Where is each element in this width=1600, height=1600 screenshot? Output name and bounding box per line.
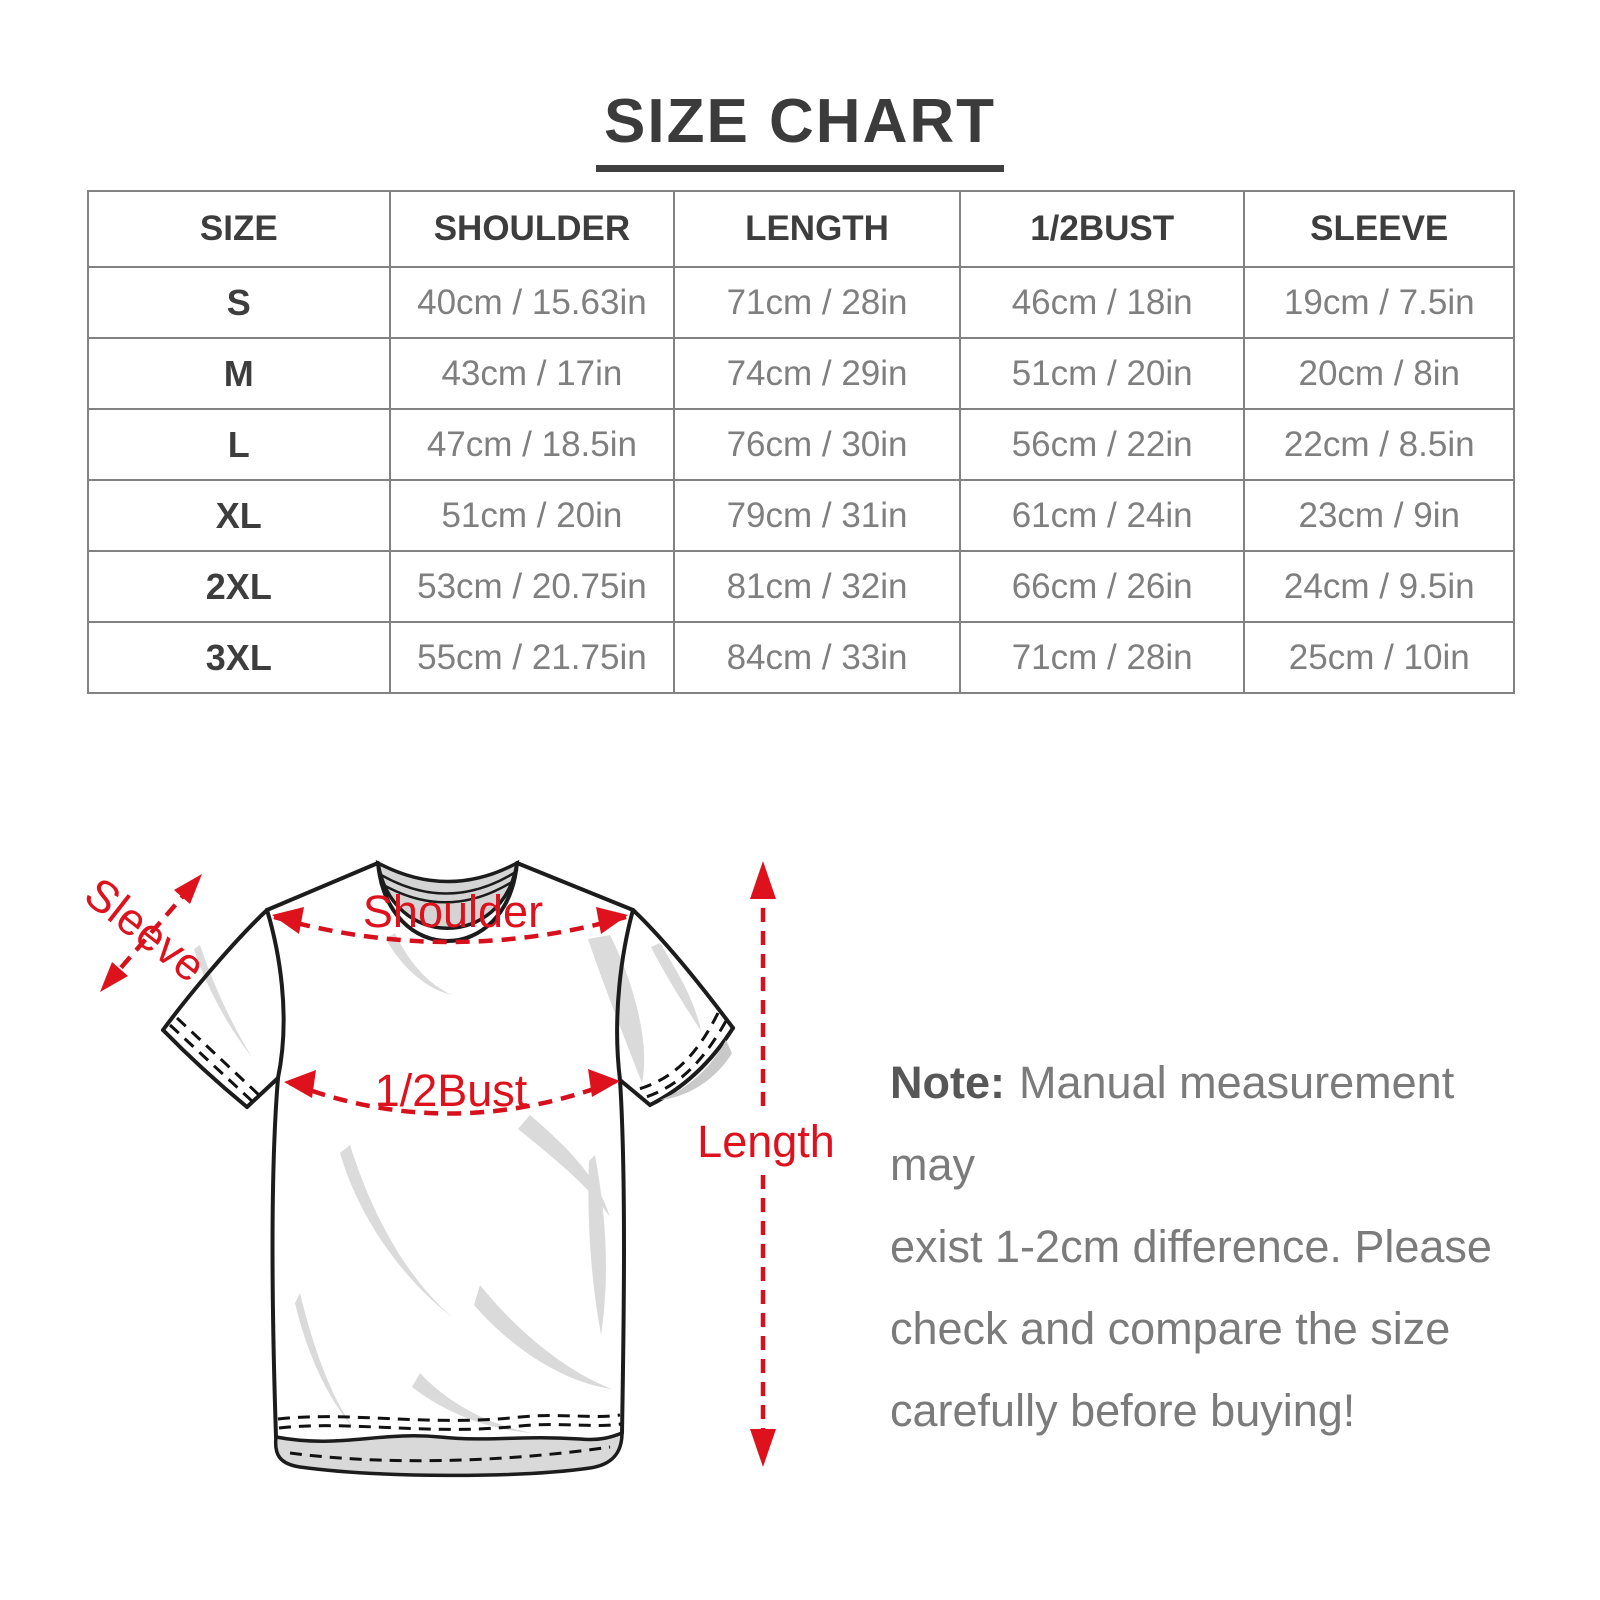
tshirt-silhouette — [163, 863, 733, 1476]
size-cell: 2XL — [87, 550, 391, 623]
measurement-cell: 25cm / 10in — [1243, 621, 1515, 694]
tshirt-measurement-diagram: Shoulder 1/2Bust Length Sleeve — [75, 859, 835, 1478]
measurement-cell: 20cm / 8in — [1243, 337, 1515, 410]
measurement-cell: 66cm / 26in — [958, 550, 1246, 623]
measurement-cell: 19cm / 7.5in — [1243, 266, 1515, 339]
collar-ribbing-line — [379, 878, 516, 904]
tshirt-drawing — [161, 859, 735, 1478]
measurement-cell: 24cm / 9.5in — [1243, 550, 1515, 623]
arrow-down-left-icon — [100, 962, 128, 992]
measurement-cell: 40cm / 15.63in — [388, 266, 676, 339]
measurement-dashed-lines — [104, 879, 766, 1431]
measurement-cell: 74cm / 29in — [673, 337, 961, 410]
arrow-right-icon — [588, 1069, 620, 1097]
cuff-inner-shadow — [660, 1040, 732, 1100]
measurement-cell: 53cm / 20.75in — [388, 550, 676, 623]
front-neckline — [376, 862, 519, 943]
size-cell: XL — [87, 479, 391, 552]
stitching-lines — [168, 1012, 728, 1463]
arrow-right-icon — [596, 907, 628, 934]
note-line-text: Manual measurement may — [890, 1057, 1455, 1190]
table-row: 2XL 53cm / 20.75in 81cm / 32in 66cm / 26… — [87, 550, 1515, 623]
measurement-cell: 71cm / 28in — [673, 266, 961, 339]
note-line: exist 1-2cm difference. Please — [890, 1221, 1492, 1272]
page-header: SIZE CHART — [0, 86, 1600, 172]
arrow-left-icon — [272, 907, 304, 934]
table-row: 3XL 55cm / 21.75in 84cm / 33in 71cm / 28… — [87, 621, 1515, 694]
measurement-cell: 55cm / 21.75in — [388, 621, 676, 694]
column-header-size: SIZE — [87, 190, 391, 268]
size-cell: S — [87, 266, 391, 339]
measurement-cell: 61cm / 24in — [958, 479, 1246, 552]
table-row: L 47cm / 18.5in 76cm / 30in 56cm / 22in … — [87, 408, 1515, 481]
size-table: SIZE SHOULDER LENGTH 1/2BUST SLEEVE S 40… — [87, 190, 1515, 694]
column-header-sleeve: SLEEVE — [1243, 190, 1515, 268]
table-row: M 43cm / 17in 74cm / 29in 51cm / 20in 20… — [87, 337, 1515, 410]
measurement-cell: 56cm / 22in — [958, 408, 1246, 481]
measurement-cell: 51cm / 20in — [958, 337, 1246, 410]
note-label: Note: — [890, 1057, 1005, 1108]
measurement-cell: 51cm / 20in — [388, 479, 676, 552]
measurement-cell: 46cm / 18in — [958, 266, 1246, 339]
measurement-cell: 43cm / 17in — [388, 337, 676, 410]
size-cell: 3XL — [87, 621, 391, 694]
column-header-bust: 1/2BUST — [958, 190, 1246, 268]
bust-label: 1/2Bust — [375, 1065, 528, 1116]
size-cell: L — [87, 408, 391, 481]
measurement-cell: 79cm / 31in — [673, 479, 961, 552]
arrow-up-right-icon — [174, 874, 202, 904]
shoulder-label: Shoulder — [363, 886, 543, 937]
arrow-down-icon — [750, 1429, 776, 1467]
measurement-cell: 84cm / 33in — [673, 621, 961, 694]
table-row: S 40cm / 15.63in 71cm / 28in 46cm / 18in… — [87, 266, 1515, 339]
arrow-up-icon — [750, 861, 776, 899]
measurement-cell: 22cm / 8.5in — [1243, 408, 1515, 481]
note-text: Note: Manual measurement may exist 1-2cm … — [890, 1042, 1510, 1452]
note-line: check and compare the size — [890, 1303, 1451, 1354]
table-row: XL 51cm / 20in 79cm / 31in 61cm / 24in 2… — [87, 479, 1515, 552]
table-header-row: SIZE SHOULDER LENGTH 1/2BUST SLEEVE — [87, 190, 1515, 268]
length-label: Length — [697, 1116, 835, 1167]
size-cell: M — [87, 337, 391, 410]
measurement-cell: 47cm / 18.5in — [388, 408, 676, 481]
column-header-length: LENGTH — [673, 190, 961, 268]
page-title: SIZE CHART — [596, 86, 1004, 172]
collar-ribbing-line — [380, 871, 515, 895]
bust-measure-line — [289, 1078, 617, 1116]
measurement-cell: 23cm / 9in — [1243, 479, 1515, 552]
column-header-shoulder: SHOULDER — [388, 190, 676, 268]
note-line: carefully before buying! — [890, 1385, 1356, 1436]
arrowhead-icons — [100, 861, 776, 1467]
note-line: Note: Manual measurement may — [890, 1042, 1510, 1206]
arrow-left-icon — [284, 1070, 316, 1098]
measurement-cell: 71cm / 28in — [958, 621, 1246, 694]
measurement-cell: 76cm / 30in — [673, 408, 961, 481]
hem-band — [273, 1430, 624, 1478]
shoulder-measure-line — [273, 914, 627, 945]
measurement-cell: 81cm / 32in — [673, 550, 961, 623]
tshirt-outline — [161, 861, 735, 1439]
